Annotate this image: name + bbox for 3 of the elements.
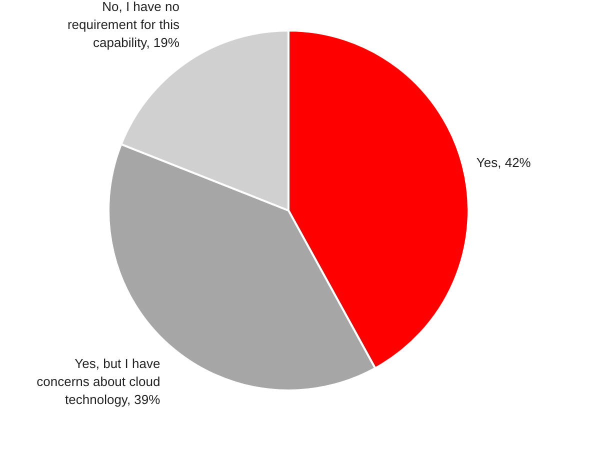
slice-label: No, I have no requirement for this capability, 19%: [67, 0, 180, 50]
slice-label: Yes, but I have concerns about cloud technology, 39%: [36, 356, 161, 408]
slice-label: Yes, 42%: [476, 154, 532, 170]
